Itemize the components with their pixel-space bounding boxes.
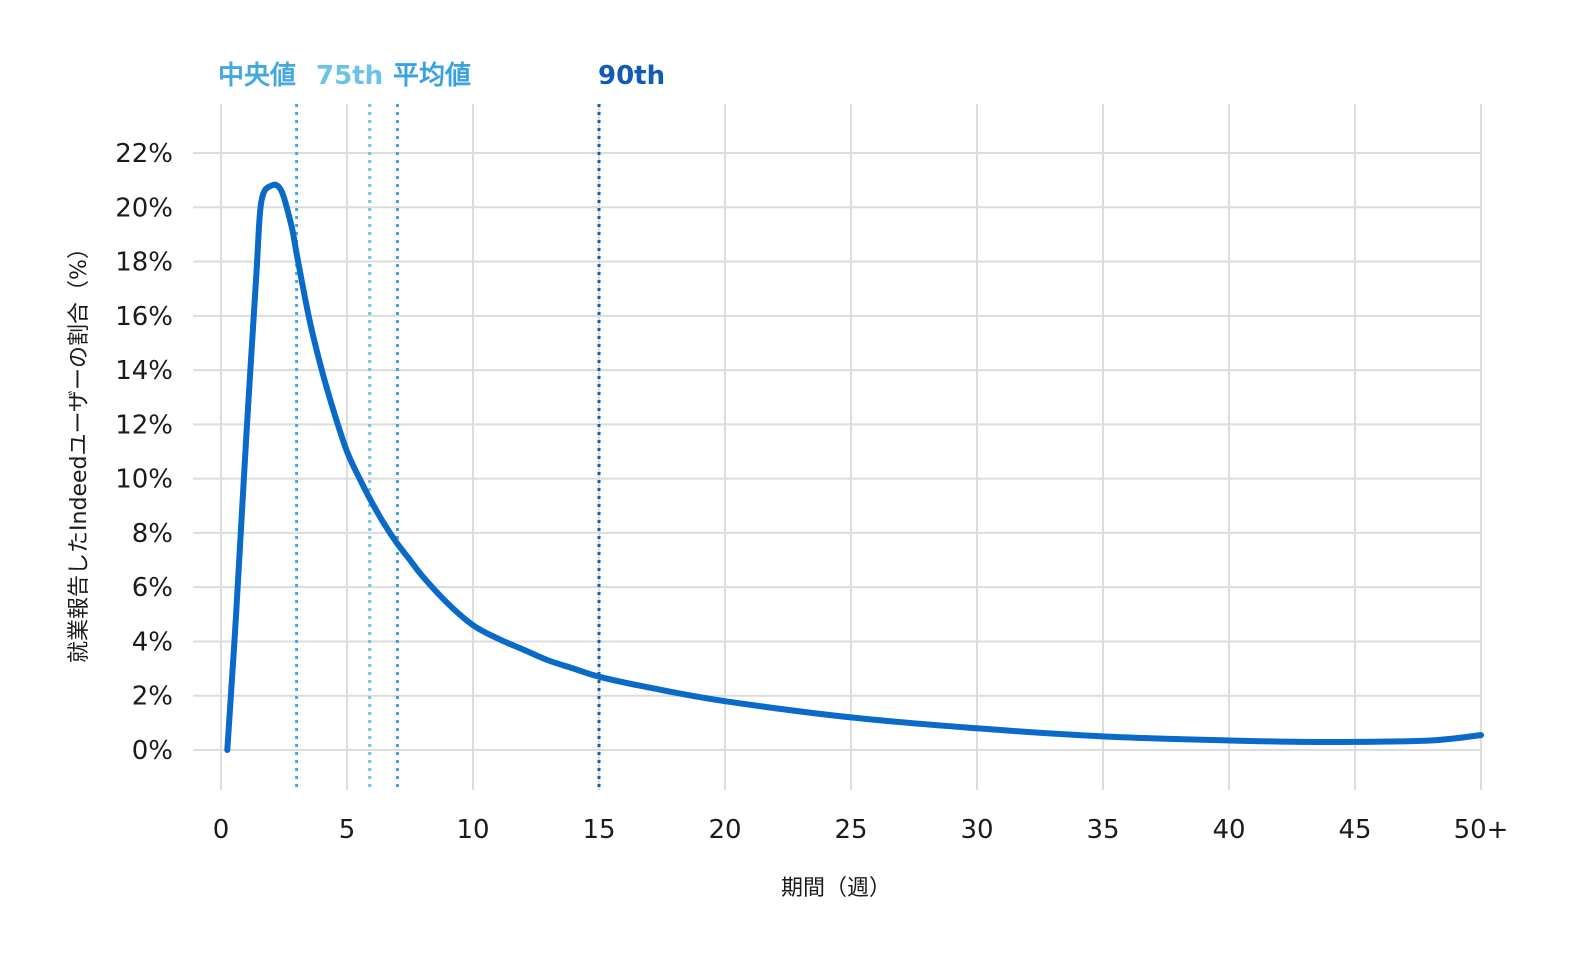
x-tick-label: 50+ [1454, 815, 1509, 845]
y-tick-label: 6% [132, 573, 173, 603]
y-tick-label: 18% [115, 248, 173, 278]
y-tick-label: 20% [115, 193, 173, 223]
y-tick-label: 10% [115, 465, 173, 495]
x-tick-label: 40 [1212, 815, 1245, 845]
y-tick-label: 16% [115, 302, 173, 332]
y-tick-label: 8% [132, 519, 173, 549]
x-axis-ticks: 0 5 10 15 20 25 30 35 40 45 50+ [213, 815, 1509, 845]
x-tick-label: 30 [960, 815, 993, 845]
series-layer [224, 181, 1484, 753]
x-tick-label: 5 [339, 815, 356, 845]
y-tick-label: 14% [115, 356, 173, 386]
marker-label: 平均値 [393, 61, 471, 91]
x-tick-label: 10 [456, 815, 489, 845]
x-axis-title: 期間（週） [781, 876, 891, 901]
x-tick-label: 20 [708, 815, 741, 845]
y-tick-label: 12% [115, 410, 173, 440]
y-axis-ticks: 0% 2% 4% 6% 8% 10% 12% 14% 16% 18% 20% 22% [115, 139, 173, 766]
marker-label: 中央値 [218, 61, 296, 91]
x-tick-label: 15 [582, 815, 615, 845]
x-tick-label: 45 [1338, 815, 1371, 845]
y-tick-label: 2% [132, 682, 173, 712]
y-tick-label: 4% [132, 627, 173, 657]
grid-lines [193, 104, 1482, 790]
marker-label: 90th [598, 61, 665, 91]
series-line [224, 181, 1484, 753]
marker-label: 75th [316, 61, 383, 91]
x-tick-label: 0 [213, 815, 230, 845]
y-tick-label: 22% [115, 139, 173, 169]
x-tick-label: 35 [1086, 815, 1119, 845]
percentile-markers: 中央値 75th 平均値 90th [218, 61, 665, 790]
y-tick-label: 0% [132, 736, 173, 766]
y-axis-title: 就業報告したIndeedユーザーの割合（%） [67, 237, 92, 663]
x-tick-label: 25 [834, 815, 867, 845]
